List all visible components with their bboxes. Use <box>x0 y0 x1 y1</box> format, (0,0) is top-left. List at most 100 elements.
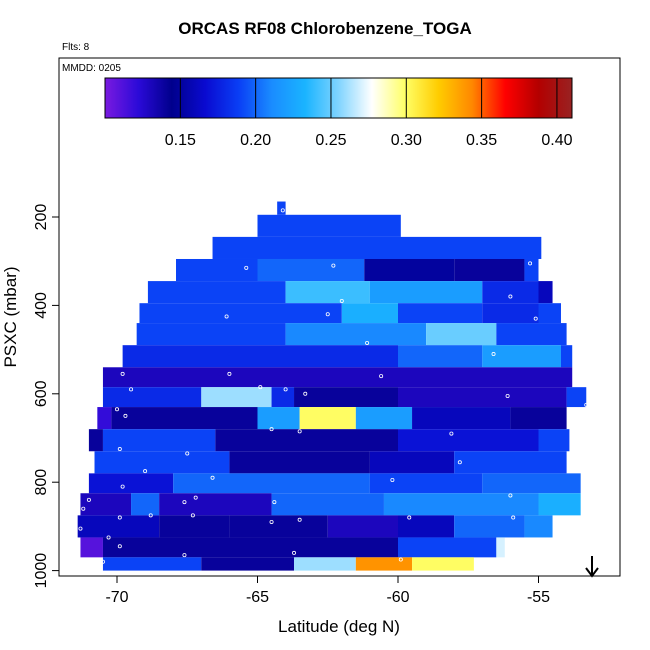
sample-point <box>292 550 297 555</box>
heatmap-cell <box>294 557 356 571</box>
heatmap-cell <box>201 387 272 408</box>
sample-point <box>120 371 125 376</box>
heatmap-cell <box>482 303 539 324</box>
sample-point <box>269 427 274 432</box>
sample-point <box>508 493 513 498</box>
heatmap-cell <box>111 407 258 430</box>
sample-point <box>106 535 111 540</box>
sample-point <box>227 371 232 376</box>
sample-point <box>78 526 83 531</box>
heatmap-cell <box>524 515 553 538</box>
heatmap-cell <box>369 473 483 494</box>
heatmap-cell <box>131 493 160 516</box>
heatmap-cell <box>102 557 202 571</box>
heatmap-cell <box>257 258 365 282</box>
heatmap-cell <box>173 473 370 494</box>
heatmap-cell <box>201 557 295 571</box>
heatmap-cell <box>159 493 272 516</box>
sample-point <box>511 515 516 520</box>
heatmap-cell <box>139 303 342 324</box>
colorbar-tick-label: 0.20 <box>240 132 271 149</box>
heatmap-cell <box>369 281 483 304</box>
sample-point <box>224 314 229 319</box>
sample-point <box>81 506 86 511</box>
sample-point <box>182 500 187 505</box>
colorbar-tick-label: 0.35 <box>466 132 497 149</box>
sample-point <box>491 352 496 357</box>
sample-point <box>297 517 302 522</box>
sample-point <box>117 447 122 452</box>
heatmap-cell <box>538 303 561 324</box>
colorbar <box>104 77 573 119</box>
heatmap-cell <box>538 493 581 516</box>
heatmap-cell <box>482 345 561 368</box>
sample-point <box>584 402 589 407</box>
down-arrow-icon <box>585 556 599 578</box>
sample-point <box>533 316 538 321</box>
sample-point <box>269 519 274 524</box>
heatmap-cell <box>122 345 399 368</box>
heatmap-cell <box>482 281 539 304</box>
sample-point <box>325 312 330 317</box>
sample-point <box>272 500 277 505</box>
colorbar-tick-lines <box>179 78 558 118</box>
sample-points-layer <box>78 208 589 566</box>
y-tick-label: 200 <box>33 204 50 231</box>
heatmap-cell <box>398 345 483 368</box>
sample-point <box>505 394 510 399</box>
sample-point <box>449 431 454 436</box>
heatmap-cell <box>398 303 483 324</box>
colorbar-tick-label: 0.15 <box>165 132 196 149</box>
heatmap-cell <box>482 473 581 494</box>
colorbar-tick-labels: 0.15 0.20 0.25 0.30 0.35 0.40 <box>165 132 573 149</box>
heatmap-cell <box>566 387 587 408</box>
heatmap-cell <box>412 557 474 571</box>
sample-point <box>182 553 187 558</box>
x-tick-label: -55 <box>527 589 550 606</box>
sample-point <box>143 469 148 474</box>
heatmap-cell <box>229 515 328 538</box>
colorbar-tick-label: 0.40 <box>541 132 572 149</box>
sample-point <box>365 340 370 345</box>
date-label: MMDD: 0205 <box>62 63 121 74</box>
y-tick-label: 600 <box>33 380 50 407</box>
heatmap-cell <box>77 515 160 538</box>
sample-point <box>474 561 479 566</box>
sample-point <box>115 407 120 412</box>
y-tick-label: 1000 <box>33 553 50 589</box>
sample-point <box>339 298 344 303</box>
sample-point <box>283 387 288 392</box>
heatmap-cell <box>88 473 174 494</box>
x-axis: -70 -65 -60 -55 <box>105 576 550 606</box>
sample-point <box>331 263 336 268</box>
sample-point <box>575 371 580 376</box>
x-tick-label: -60 <box>386 589 409 606</box>
sample-point <box>280 208 285 213</box>
heatmap-cell <box>496 537 505 558</box>
heatmap-cell <box>364 258 455 282</box>
chart-title: ORCAS RF08 Chlorobenzene_TOGA <box>178 19 472 38</box>
heatmap-cell <box>147 281 286 304</box>
plot-frame <box>58 57 621 577</box>
heatmap-cell <box>294 387 398 408</box>
flights-label: Flts: 8 <box>62 42 90 53</box>
heatmap-cell <box>80 537 103 558</box>
heatmap-cell <box>398 515 455 538</box>
heatmap-cell <box>560 345 573 368</box>
sample-point <box>129 387 134 392</box>
heatmap-cell <box>102 429 216 452</box>
sample-point <box>244 265 249 270</box>
heatmap-cell <box>496 323 567 346</box>
heatmap-cell <box>538 281 553 304</box>
sample-point <box>258 385 263 390</box>
sample-point <box>390 477 395 482</box>
sample-point <box>148 513 153 518</box>
sample-point <box>407 515 412 520</box>
sample-point <box>123 413 128 418</box>
heatmap-cell <box>277 201 286 215</box>
y-axis: 200 400 600 800 1000 <box>33 204 59 589</box>
heatmap-cell <box>369 451 455 474</box>
sample-point <box>508 294 513 299</box>
x-axis-label: Latitude (deg N) <box>278 617 400 636</box>
